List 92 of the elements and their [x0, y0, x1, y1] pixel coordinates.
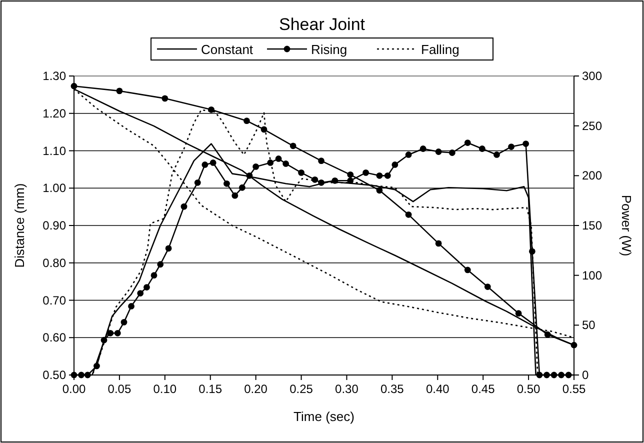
point [508, 144, 514, 150]
point [180, 203, 188, 210]
point [78, 372, 84, 378]
y2-axis-title: Power (W) [619, 194, 634, 256]
point [224, 180, 230, 187]
point [515, 310, 522, 317]
point [107, 330, 114, 336]
x-tick-label: 0.10 [153, 382, 177, 396]
point [267, 160, 274, 166]
y2-tick-label: 250 [582, 118, 602, 133]
point [298, 169, 304, 176]
point [494, 152, 500, 158]
y2-tick-label: 50 [582, 318, 596, 332]
legend-label: Rising [311, 42, 348, 57]
point [157, 261, 164, 268]
y-tick-label: 1.30 [42, 69, 66, 83]
point [70, 82, 78, 90]
y2-tick-label: 100 [582, 268, 602, 282]
point [558, 372, 564, 378]
point [194, 179, 201, 186]
point [405, 152, 412, 158]
y-tick-label: 0.90 [42, 218, 66, 232]
point [448, 150, 456, 156]
point [116, 88, 123, 94]
x-tick-label: 0.35 [380, 382, 404, 396]
point [208, 106, 214, 113]
y2-tick-label: 200 [582, 168, 602, 183]
point [282, 160, 290, 167]
point [464, 140, 471, 146]
point [332, 177, 338, 184]
point [347, 177, 354, 184]
y-tick-label: 0.50 [42, 368, 66, 382]
point [435, 240, 442, 247]
point [484, 284, 491, 290]
point [232, 192, 238, 199]
point [405, 211, 412, 218]
point [392, 162, 398, 168]
point [435, 148, 442, 155]
point [137, 290, 144, 296]
x-tick-label: 0.40 [426, 382, 450, 396]
y2-tick-label: 0 [582, 368, 589, 382]
x-axis-title: Time (sec) [294, 409, 354, 424]
y-tick-label: 0.80 [42, 256, 66, 270]
point [362, 169, 370, 176]
point [162, 95, 168, 102]
y-tick-label: 1.00 [42, 181, 66, 196]
point [570, 342, 578, 348]
y-tick-label: 1.10 [42, 144, 66, 158]
y-axis-title: Distance (mm) [12, 183, 27, 268]
point [275, 156, 282, 162]
point [347, 171, 354, 178]
point [522, 140, 530, 147]
point [420, 146, 426, 152]
y-tick-label: 0.60 [42, 330, 66, 345]
point [210, 160, 216, 166]
point [165, 245, 172, 252]
point [246, 172, 253, 179]
x-tick-label: 0.55 [562, 382, 586, 396]
point [318, 158, 324, 164]
point [318, 179, 324, 186]
point [114, 330, 121, 336]
x-tick-label: 0.25 [290, 382, 314, 396]
point [478, 146, 486, 152]
point [128, 303, 134, 310]
x-tick-label: 0.30 [335, 382, 359, 396]
x-tick-label: 0.05 [108, 382, 132, 396]
point [202, 162, 208, 168]
point [244, 118, 250, 124]
y-tick-label: 0.70 [42, 293, 66, 308]
point [384, 172, 391, 179]
point [290, 142, 296, 150]
point [150, 272, 158, 279]
chart-title: Shear Joint [279, 15, 366, 34]
x-tick-label: 0.45 [471, 382, 496, 396]
y-tick-label: 1.20 [42, 106, 66, 120]
x-tick-label: 0.00 [62, 382, 86, 396]
point [120, 318, 128, 326]
legend-label: Constant [201, 42, 254, 57]
point [252, 163, 260, 170]
x-tick-label: 0.15 [198, 382, 222, 396]
point [544, 331, 551, 338]
point [544, 372, 550, 378]
point [464, 266, 471, 274]
legend-label: Falling [421, 42, 460, 57]
point [238, 184, 246, 191]
point [376, 172, 383, 179]
point [376, 187, 383, 194]
y2-tick-label: 150 [582, 218, 602, 232]
point [144, 284, 150, 290]
y2-tick-label: 300 [582, 69, 602, 83]
x-tick-label: 0.20 [244, 382, 268, 396]
x-tick-label: 0.50 [516, 382, 541, 396]
